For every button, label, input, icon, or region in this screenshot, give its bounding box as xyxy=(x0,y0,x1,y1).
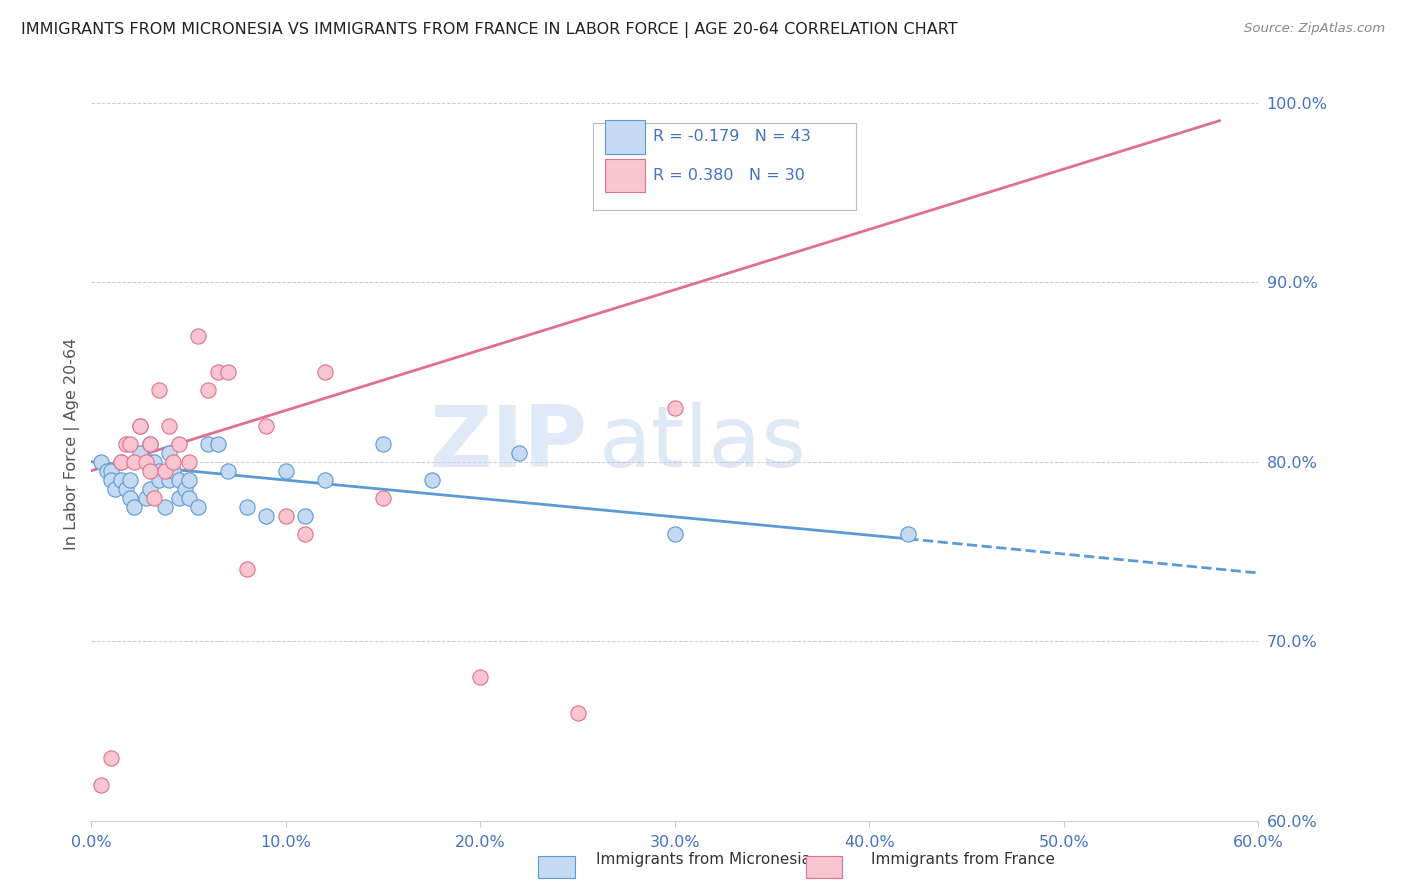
Point xyxy=(110,473,132,487)
Point xyxy=(508,446,530,460)
Text: R = 0.380   N = 30: R = 0.380 N = 30 xyxy=(652,168,804,183)
Point xyxy=(115,482,138,496)
Point xyxy=(274,464,297,478)
Point xyxy=(294,508,316,523)
Point xyxy=(148,464,170,478)
Point xyxy=(420,473,443,487)
Point xyxy=(90,778,112,792)
Point xyxy=(142,491,165,505)
Point xyxy=(100,464,122,478)
Point xyxy=(197,436,219,450)
Text: Immigrants from Micronesia: Immigrants from Micronesia xyxy=(596,852,810,867)
Point xyxy=(217,464,239,478)
Text: IMMIGRANTS FROM MICRONESIA VS IMMIGRANTS FROM FRANCE IN LABOR FORCE | AGE 20-64 : IMMIGRANTS FROM MICRONESIA VS IMMIGRANTS… xyxy=(21,22,957,38)
Point xyxy=(197,383,219,397)
Point xyxy=(664,401,686,415)
Point xyxy=(157,473,180,487)
Point xyxy=(664,526,686,541)
Point xyxy=(157,446,180,460)
Point xyxy=(314,473,336,487)
Point xyxy=(96,464,118,478)
Text: R = -0.179   N = 43: R = -0.179 N = 43 xyxy=(652,129,810,145)
Point xyxy=(138,464,162,478)
Point xyxy=(167,491,190,505)
Text: atlas: atlas xyxy=(599,402,807,485)
Point xyxy=(217,365,239,379)
Point xyxy=(177,455,200,469)
Point xyxy=(155,500,177,514)
Point xyxy=(236,562,259,576)
Point xyxy=(100,751,122,765)
Point xyxy=(177,491,200,505)
Point xyxy=(236,500,259,514)
Point xyxy=(256,418,278,433)
Point xyxy=(148,473,170,487)
Text: Immigrants from France: Immigrants from France xyxy=(872,852,1054,867)
Point xyxy=(138,482,162,496)
Point xyxy=(110,455,132,469)
Point xyxy=(162,464,184,478)
Point xyxy=(122,455,145,469)
Point xyxy=(294,526,316,541)
Point xyxy=(122,500,145,514)
Point xyxy=(120,436,142,450)
Point xyxy=(256,508,278,523)
Point xyxy=(129,418,152,433)
Point xyxy=(138,436,162,450)
Point xyxy=(187,500,209,514)
FancyBboxPatch shape xyxy=(593,123,856,211)
Point xyxy=(135,455,157,469)
Point xyxy=(129,418,152,433)
Point xyxy=(470,670,492,684)
Text: ZIP: ZIP xyxy=(430,402,588,485)
Point xyxy=(207,436,229,450)
Point xyxy=(207,365,229,379)
Point xyxy=(157,418,180,433)
Point xyxy=(567,706,589,720)
Point xyxy=(274,508,297,523)
Y-axis label: In Labor Force | Age 20-64: In Labor Force | Age 20-64 xyxy=(65,338,80,549)
Point xyxy=(120,473,142,487)
Point xyxy=(90,455,112,469)
Point xyxy=(371,491,394,505)
Point xyxy=(173,482,195,496)
Point xyxy=(142,455,165,469)
Point xyxy=(104,482,127,496)
Point xyxy=(162,455,184,469)
Point xyxy=(110,455,132,469)
Text: Source: ZipAtlas.com: Source: ZipAtlas.com xyxy=(1244,22,1385,36)
Point xyxy=(314,365,336,379)
Point xyxy=(129,446,152,460)
Point xyxy=(148,383,170,397)
FancyBboxPatch shape xyxy=(605,120,644,153)
Point xyxy=(115,436,138,450)
Point xyxy=(167,473,190,487)
Point xyxy=(897,526,920,541)
Point xyxy=(187,329,209,343)
Point xyxy=(138,455,162,469)
Point xyxy=(100,473,122,487)
Point xyxy=(155,464,177,478)
Point xyxy=(167,436,190,450)
Point xyxy=(135,491,157,505)
Point xyxy=(138,436,162,450)
FancyBboxPatch shape xyxy=(605,159,644,192)
Point xyxy=(120,491,142,505)
Point xyxy=(371,436,394,450)
Point xyxy=(177,473,200,487)
